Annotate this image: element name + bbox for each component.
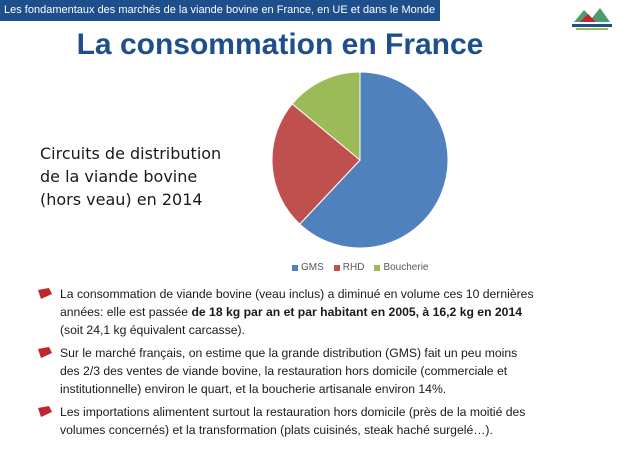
legend-entry-boucherie: Boucherie bbox=[374, 262, 428, 273]
legend-entry-rhd: RHD bbox=[333, 262, 365, 273]
pie-slice-boucherie bbox=[291, 71, 361, 162]
legend-entry-gms: GMS bbox=[292, 262, 324, 273]
bullet-line: Sur le marché français, on estime que la… bbox=[60, 346, 518, 360]
legend-label: Boucherie bbox=[383, 262, 429, 273]
legend-swatch bbox=[333, 264, 340, 271]
bullet-text: années: elle est passée bbox=[60, 305, 192, 319]
bullet-item: Les importations alimentent surtout la r… bbox=[38, 403, 608, 439]
caption-line: (hors veau) en 2014 bbox=[40, 190, 203, 209]
bullet-line: Les importations alimentent surtout la r… bbox=[60, 405, 526, 419]
bullet-arrow-icon bbox=[38, 288, 52, 299]
bullet-line: institutionnelle) environ le quart, et l… bbox=[60, 382, 447, 396]
page-title: La consommation en France bbox=[76, 28, 484, 61]
chart-legend: GMS RHD Boucherie bbox=[292, 262, 428, 273]
institution-logo bbox=[572, 8, 612, 30]
bullet-line: des 2/3 des ventes de viande bovine, la … bbox=[60, 364, 508, 378]
caption-line: de la viande bovine bbox=[40, 167, 198, 186]
bullet-line: années: elle est passée de 18 kg par an … bbox=[60, 303, 608, 321]
legend-label: GMS bbox=[301, 262, 324, 273]
pie-chart bbox=[271, 71, 449, 249]
chart-caption: Circuits de distribution de la viande bo… bbox=[40, 142, 260, 211]
bullet-arrow-icon bbox=[38, 347, 52, 358]
pie-slice-rhd bbox=[271, 103, 361, 225]
banner-text: Les fondamentaux des marchés de la viand… bbox=[4, 4, 436, 16]
pie-slice-gms bbox=[299, 71, 449, 249]
bullet-item: Sur le marché français, on estime que la… bbox=[38, 344, 608, 398]
bullet-line: La consommation de viande bovine (veau i… bbox=[60, 287, 534, 301]
legend-swatch bbox=[374, 264, 381, 271]
bullet-highlight: de 18 kg par an et par habitant en 2005,… bbox=[191, 305, 523, 319]
top-banner: Les fondamentaux des marchés de la viand… bbox=[0, 0, 440, 21]
bullet-item: La consommation de viande bovine (veau i… bbox=[38, 285, 608, 339]
bullet-list: La consommation de viande bovine (veau i… bbox=[38, 285, 608, 444]
bullet-line: volumes concernés) et la transformation … bbox=[60, 423, 493, 437]
caption-line: Circuits de distribution bbox=[40, 144, 222, 163]
bullet-line: (soit 24,1 kg équivalent carcasse). bbox=[60, 323, 245, 337]
bullet-arrow-icon bbox=[38, 406, 52, 417]
legend-label: RHD bbox=[342, 262, 365, 273]
legend-swatch bbox=[292, 264, 298, 271]
